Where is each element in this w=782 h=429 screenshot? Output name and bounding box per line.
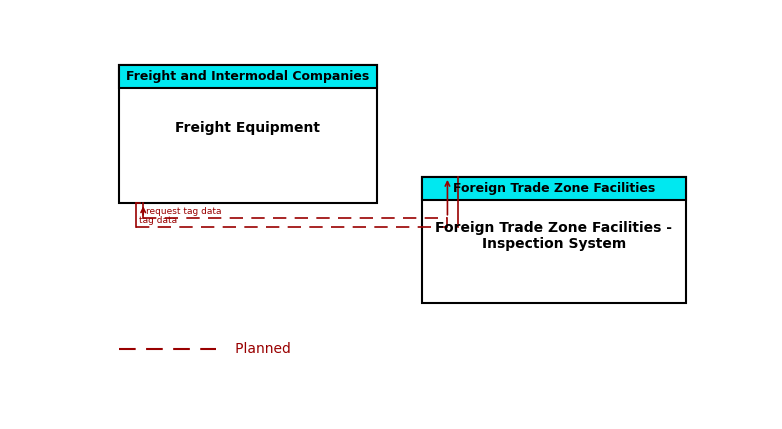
Text: Freight Equipment: Freight Equipment: [175, 121, 321, 135]
Text: Freight and Intermodal Companies: Freight and Intermodal Companies: [126, 70, 369, 83]
Bar: [422, 177, 686, 302]
Text: tag data: tag data: [139, 216, 177, 225]
Bar: [119, 65, 377, 88]
Text: Planned: Planned: [222, 342, 291, 356]
Text: request tag data: request tag data: [146, 207, 222, 216]
Text: Foreign Trade Zone Facilities -
Inspection System: Foreign Trade Zone Facilities - Inspecti…: [436, 221, 673, 251]
Bar: [422, 177, 686, 200]
Text: Foreign Trade Zone Facilities: Foreign Trade Zone Facilities: [453, 182, 655, 195]
Bar: [119, 65, 377, 203]
